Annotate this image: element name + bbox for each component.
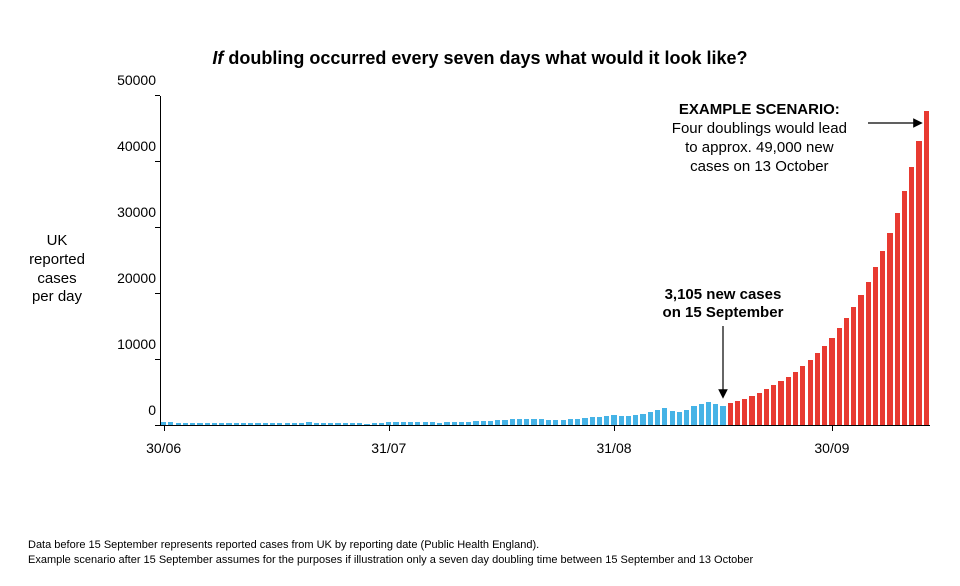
y-tick-label: 0	[110, 402, 156, 418]
projection-bar	[735, 401, 740, 426]
projection-bar	[916, 141, 921, 426]
projection-bar	[844, 318, 849, 426]
chart-title: If doubling occurred every seven days wh…	[0, 48, 960, 69]
annotation-mid-arrow	[713, 326, 733, 406]
y-tick-label: 30000	[110, 204, 156, 220]
chart-title-rest: doubling occurred every seven days what …	[223, 48, 747, 68]
projection-bar	[778, 381, 783, 426]
x-tick-mark	[614, 426, 615, 431]
x-tick-mark	[389, 426, 390, 431]
x-axis-line	[160, 425, 930, 426]
y-axis-line	[160, 96, 161, 426]
annotation-right-line2: to approx. 49,000 new	[654, 139, 864, 158]
historical-bar	[684, 410, 689, 427]
y-tick-label: 50000	[110, 72, 156, 88]
annotation-right-header: EXAMPLE SCENARIO:	[654, 101, 864, 120]
y-tick-label: 20000	[110, 270, 156, 286]
page: If doubling occurred every seven days wh…	[0, 0, 960, 586]
historical-bar	[648, 412, 653, 426]
annotation-mid: 3,105 new cases on 15 September	[633, 286, 813, 324]
projection-bar	[887, 233, 892, 426]
historical-bar	[670, 411, 675, 426]
y-tick-mark	[155, 425, 160, 426]
historical-bar	[713, 404, 718, 426]
historical-bar	[691, 406, 696, 426]
projection-bar	[728, 403, 733, 426]
projection-bar	[815, 353, 820, 426]
historical-bar	[706, 402, 711, 426]
projection-bar	[851, 307, 856, 426]
projection-bar	[800, 366, 805, 426]
footnote: Data before 15 September represents repo…	[28, 538, 753, 568]
y-tick-label: 40000	[110, 138, 156, 154]
projection-bar	[757, 393, 762, 426]
projection-bar	[764, 389, 769, 426]
projection-bar	[786, 377, 791, 426]
annotation-right: EXAMPLE SCENARIO: Four doublings would l…	[654, 101, 864, 176]
projection-bar	[873, 267, 878, 426]
annotation-mid-line1: 3,105 new cases	[633, 286, 813, 305]
x-tick-mark	[164, 426, 165, 431]
projection-bar	[909, 167, 914, 426]
y-tick-mark	[155, 359, 160, 360]
projection-bar	[829, 338, 834, 427]
y-tick-mark	[155, 227, 160, 228]
annotation-mid-line2: on 15 September	[633, 304, 813, 323]
historical-bar	[699, 404, 704, 426]
y-axis-label: UKreportedcasesper day	[22, 232, 92, 307]
footnote-line2: Example scenario after 15 September assu…	[28, 553, 753, 568]
y-tick-label: 10000	[110, 336, 156, 352]
historical-bar	[655, 410, 660, 426]
x-tick-mark	[832, 426, 833, 431]
projection-bar	[749, 396, 754, 426]
x-tick-label: 31/08	[596, 440, 631, 456]
projection-bar	[866, 282, 871, 426]
projection-bar	[742, 399, 747, 426]
historical-bar	[677, 412, 682, 426]
y-tick-mark	[155, 293, 160, 294]
projection-bar	[837, 328, 842, 426]
chart-title-italic: If	[212, 48, 223, 68]
projection-bar	[924, 111, 929, 426]
x-tick-label: 30/09	[814, 440, 849, 456]
projection-bar	[895, 213, 900, 426]
annotation-right-line3: cases on 13 October	[654, 158, 864, 177]
historical-bar	[662, 408, 667, 426]
historical-bar	[720, 406, 725, 426]
footnote-line1: Data before 15 September represents repo…	[28, 538, 753, 553]
projection-bar	[793, 372, 798, 426]
projection-bar	[902, 191, 907, 426]
annotation-right-arrow	[868, 113, 928, 133]
x-tick-label: 31/07	[371, 440, 406, 456]
projection-bar	[880, 251, 885, 426]
y-tick-mark	[155, 95, 160, 96]
y-tick-mark	[155, 161, 160, 162]
annotation-right-line1: Four doublings would lead	[654, 120, 864, 139]
x-tick-label: 30/06	[146, 440, 181, 456]
projection-bar	[858, 295, 863, 426]
projection-bar	[808, 360, 813, 426]
projection-bar	[822, 346, 827, 426]
projection-bar	[771, 385, 776, 426]
